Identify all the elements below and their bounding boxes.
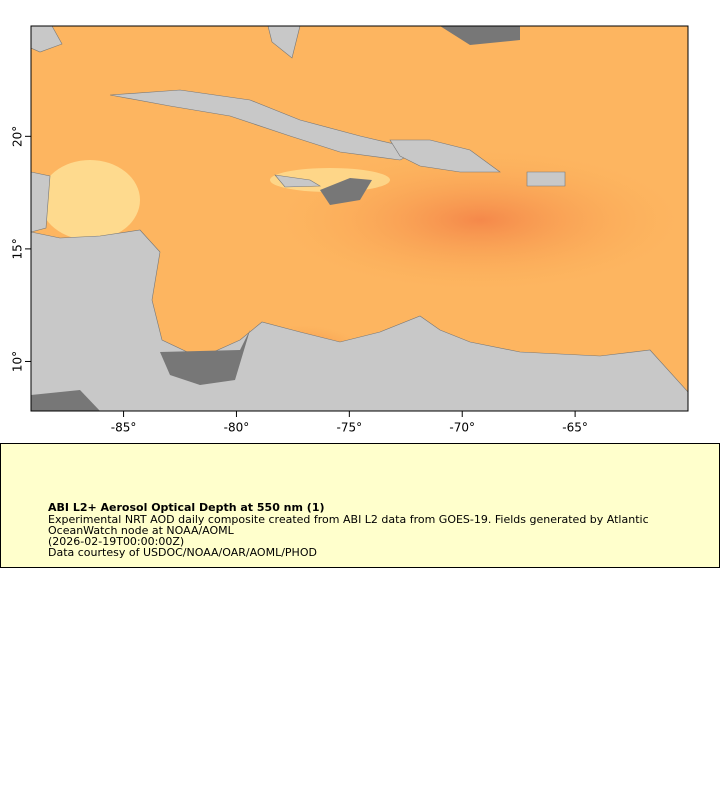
legend-description: Experimental NRT AOD daily composite cre… <box>48 513 649 537</box>
legend-title: ABI L2+ Aerosol Optical Depth at 550 nm … <box>48 501 325 514</box>
x-tick-label: -70° <box>449 421 475 435</box>
clear-area <box>40 160 140 240</box>
x-tick-label: -85° <box>111 421 137 435</box>
x-tick-label: -75° <box>337 421 363 435</box>
y-tick-label: 10° <box>11 351 25 372</box>
map: -85° -80° -75° -70° -65° 10° 15° 20° <box>11 25 689 435</box>
legend-box: ABI L2+ Aerosol Optical Depth at 550 nm … <box>0 443 720 568</box>
x-tick-label: -80° <box>224 421 250 435</box>
y-tick-label: 20° <box>11 126 25 147</box>
map-frame <box>30 25 689 412</box>
legend-time: (2026-02-19T00:00:00Z) <box>48 535 185 548</box>
y-tick-label: 15° <box>11 238 25 259</box>
legend-credit: Data courtesy of USDOC/NOAA/OAR/AOML/PHO… <box>48 546 317 559</box>
no-data <box>31 26 520 411</box>
x-tick-label: -65° <box>562 421 588 435</box>
